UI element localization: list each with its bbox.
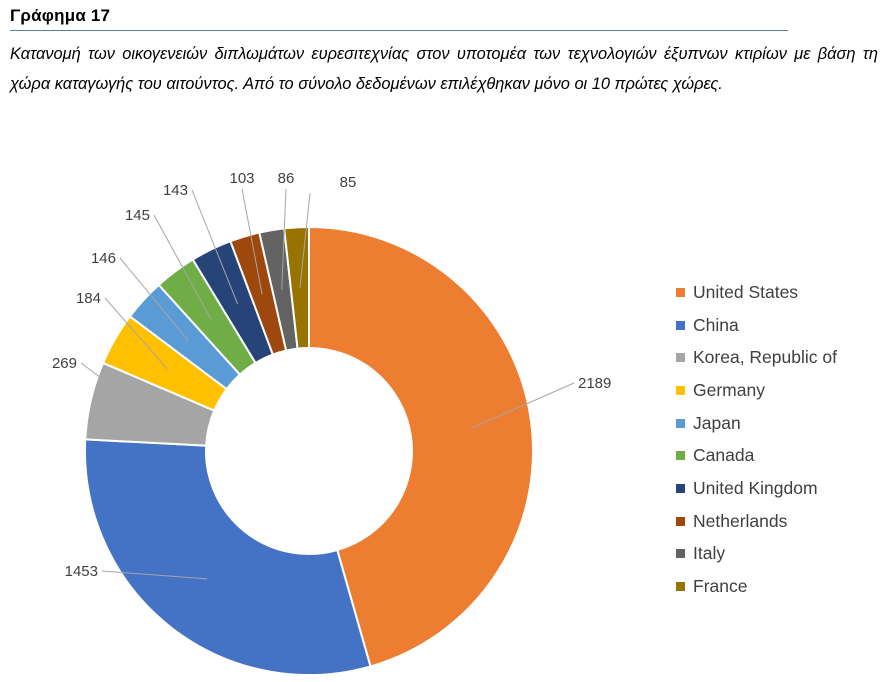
legend-swatch bbox=[676, 451, 685, 460]
data-label-canada: 145 bbox=[125, 207, 150, 224]
chart-slices bbox=[85, 227, 533, 675]
legend-item-france: France bbox=[676, 570, 837, 603]
slice-china bbox=[85, 439, 370, 675]
data-label-korea-republic-of: 269 bbox=[52, 355, 77, 372]
legend-item-china: China bbox=[676, 309, 837, 342]
legend-swatch bbox=[676, 321, 685, 330]
legend-item-united-kingdom: United Kingdom bbox=[676, 472, 837, 505]
data-label-germany: 184 bbox=[76, 290, 101, 307]
legend-swatch bbox=[676, 517, 685, 526]
legend-label: France bbox=[693, 576, 747, 597]
legend-item-united-states: United States bbox=[676, 276, 837, 309]
legend-item-germany: Germany bbox=[676, 374, 837, 407]
data-label-china: 1453 bbox=[65, 563, 98, 580]
chart-legend: United States China Korea, Republic of Germ… bbox=[676, 276, 837, 603]
legend-label: Japan bbox=[693, 413, 741, 434]
legend-item-japan: Japan bbox=[676, 407, 837, 440]
legend-swatch bbox=[676, 353, 685, 362]
legend-swatch bbox=[676, 419, 685, 428]
legend-swatch bbox=[676, 549, 685, 558]
data-label-france: 85 bbox=[340, 174, 357, 191]
legend-label: Korea, Republic of bbox=[693, 347, 837, 368]
data-label-netherlands: 103 bbox=[229, 170, 254, 187]
legend-label: Italy bbox=[693, 543, 725, 564]
legend-item-canada: Canada bbox=[676, 439, 837, 472]
legend-label: Netherlands bbox=[693, 511, 787, 532]
legend-item-netherlands: Netherlands bbox=[676, 505, 837, 538]
legend-swatch bbox=[676, 288, 685, 297]
legend-swatch bbox=[676, 582, 685, 591]
legend-swatch bbox=[676, 484, 685, 493]
data-label-italy: 86 bbox=[278, 170, 295, 187]
data-label-japan: 146 bbox=[91, 250, 116, 267]
legend-label: United Kingdom bbox=[693, 478, 818, 499]
legend-swatch bbox=[676, 386, 685, 395]
data-label-united-states: 2189 bbox=[578, 375, 611, 392]
data-label-united-kingdom: 143 bbox=[163, 182, 188, 199]
legend-label: Germany bbox=[693, 380, 765, 401]
legend-label: United States bbox=[693, 282, 798, 303]
legend-item-italy: Italy bbox=[676, 538, 837, 571]
legend-label: China bbox=[693, 315, 739, 336]
legend-label: Canada bbox=[693, 445, 754, 466]
legend-item-korea-republic-of: Korea, Republic of bbox=[676, 341, 837, 374]
